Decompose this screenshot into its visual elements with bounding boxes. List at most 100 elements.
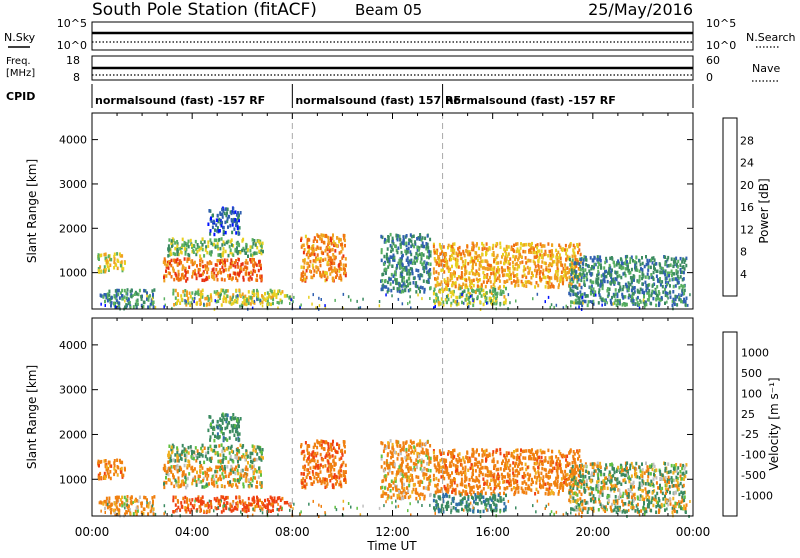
echo-cell [220, 294, 222, 297]
echo-cell [246, 506, 248, 510]
echo-cell [475, 269, 477, 273]
echo-cell [534, 285, 536, 289]
echo-cell [114, 253, 116, 257]
echo-cell [463, 302, 465, 305]
echo-cell [216, 229, 218, 233]
echo-cell [225, 231, 227, 235]
echo-cell [328, 255, 330, 259]
echo-cell [490, 280, 492, 284]
echo-cell [254, 300, 256, 303]
echo-cell [483, 487, 485, 491]
echo-cell [100, 294, 102, 298]
echo-cell [501, 266, 503, 270]
echo-cell [541, 467, 543, 471]
echo-cell [500, 245, 502, 249]
echo-cell [437, 257, 439, 261]
echo-cell [229, 274, 231, 278]
echo-cell [224, 278, 226, 282]
echo-cell [240, 263, 242, 267]
echo-cell [408, 445, 410, 449]
echo-cell [119, 459, 121, 463]
echo-cell [246, 510, 248, 514]
echo-cell [402, 302, 404, 305]
echo-cell [118, 289, 120, 293]
echo-cell [109, 298, 111, 302]
echo-cell [596, 278, 598, 282]
echo-cell [200, 453, 202, 457]
echo-cell [199, 505, 201, 509]
echo-cell [418, 248, 420, 252]
echo-cell [191, 498, 193, 502]
echo-cell [473, 284, 475, 288]
echo-cell [237, 211, 239, 215]
echo-cell [557, 267, 559, 271]
echo-cell [350, 299, 352, 302]
echo-cell [109, 470, 111, 474]
echo-cell [199, 263, 201, 267]
echo-cell [434, 288, 436, 292]
echo-cell [207, 244, 209, 248]
echo-cell [406, 440, 408, 444]
echo-cell [345, 470, 347, 474]
echo-cell [572, 293, 574, 297]
echo-cell [499, 292, 501, 296]
echo-cell [525, 449, 527, 453]
echo-cell [210, 299, 212, 303]
echo-cell [251, 277, 253, 281]
echo-cell [626, 255, 628, 259]
echo-cell [609, 264, 611, 268]
echo-cell [258, 240, 260, 244]
echo-cell [503, 291, 505, 295]
echo-cell [563, 267, 565, 271]
echo-cell [416, 237, 418, 241]
echo-cell [250, 503, 252, 507]
echo-cell [207, 474, 209, 478]
echo-cell [184, 247, 186, 251]
echo-cell [409, 288, 411, 292]
echo-cell [186, 290, 188, 294]
echo-cell [439, 252, 441, 256]
echo-cell [429, 238, 431, 242]
echo-cell [189, 498, 191, 502]
echo-cell [481, 288, 483, 292]
echo-cell [392, 452, 394, 456]
echo-cell [146, 294, 148, 297]
echo-cell [218, 271, 220, 275]
echo-cell [412, 272, 414, 276]
echo-cell [610, 273, 612, 277]
echo-cell [399, 238, 401, 242]
echo-cell [341, 474, 343, 478]
echo-cell [152, 297, 154, 300]
echo-cell [181, 457, 183, 461]
echo-cell [425, 242, 427, 246]
echo-cell [599, 284, 601, 288]
echo-cell [677, 275, 679, 279]
echo-cell [149, 305, 151, 308]
echo-cell [422, 286, 424, 290]
echo-cell [190, 445, 192, 449]
echo-cell [217, 485, 219, 489]
echo-cell [221, 266, 223, 270]
echo-cell [108, 293, 110, 297]
echo-cell [250, 296, 252, 300]
echo-cell [406, 475, 408, 479]
echo-cell [301, 486, 303, 490]
echo-cell [439, 243, 441, 247]
echo-cell [579, 290, 581, 294]
echo-cell [244, 472, 246, 476]
echo-cell [440, 259, 442, 263]
echo-cell [542, 244, 544, 248]
echo-cell [264, 499, 266, 503]
velocity-echo-layer [97, 413, 691, 519]
echo-cell [234, 272, 236, 276]
echo-cell [185, 252, 187, 256]
echo-cell [190, 239, 192, 243]
echo-cell [387, 452, 389, 456]
echo-cell [335, 450, 337, 454]
echo-cell [163, 305, 165, 308]
echo-cell [658, 304, 660, 308]
echo-cell [231, 445, 233, 449]
echo-cell [218, 477, 220, 481]
echo-cell [153, 495, 155, 499]
echo-cell [644, 306, 646, 309]
